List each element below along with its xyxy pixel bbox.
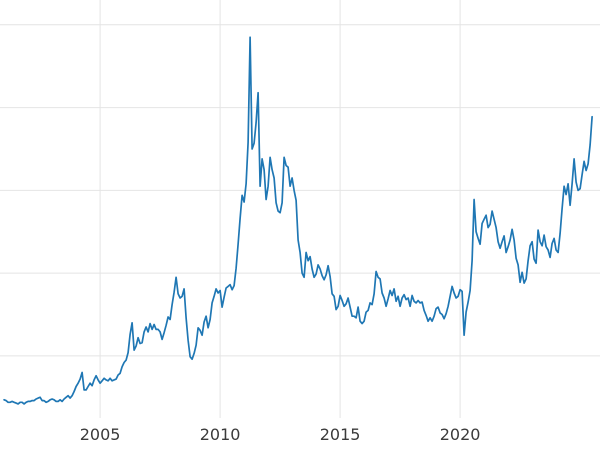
x-tick-label: 2005 [80,425,121,444]
price-line [3,36,593,405]
x-tick-label: 2020 [440,425,481,444]
x-tick-label: 2015 [320,425,361,444]
x-tick-label: 2010 [200,425,241,444]
x-axis-tick-labels: 2005 2010 2015 2020 [80,425,481,444]
gridlines [0,0,600,418]
